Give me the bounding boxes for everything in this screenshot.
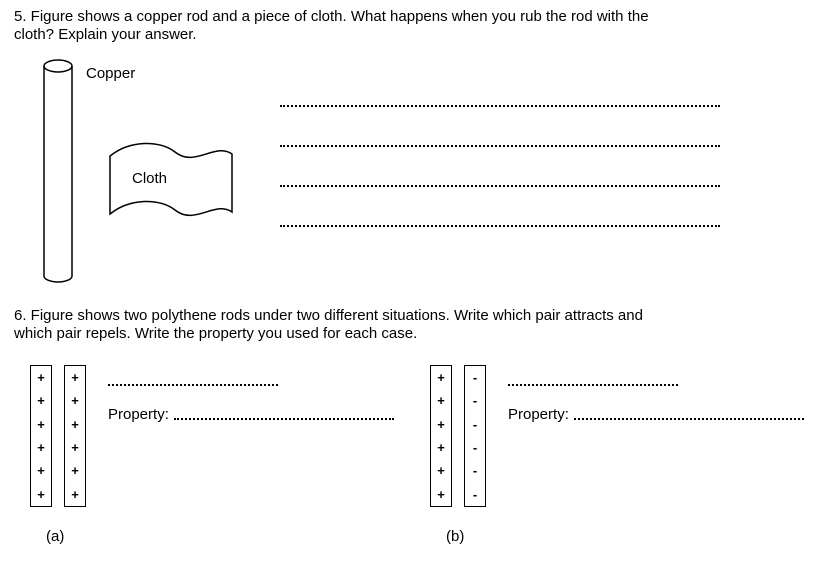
q5-answer-line [280,145,720,147]
q6-prompt-line2: which pair repels. Write the property yo… [14,325,417,342]
worksheet-page: 5. Figure shows a copper rod and a piece… [0,0,832,567]
q6-pair-a-answer-line [108,384,278,386]
q6-pair-b-property-label: Property: [508,406,569,423]
q6-sub-a-label: (a) [46,528,64,545]
plus-charge: + [37,371,45,384]
plus-charge: + [37,394,45,407]
plus-charge: + [71,394,79,407]
minus-charge: - [473,464,477,477]
plus-charge: + [37,488,45,501]
q6-pair-b-rod2: - - - - - - [464,365,486,507]
plus-charge: + [37,418,45,431]
copper-label: Copper [86,65,135,82]
plus-charge: + [71,441,79,454]
q6-pair-b-rod1: + + + + + + [430,365,452,507]
q5-answer-line [280,105,720,107]
q5-answer-line [280,185,720,187]
copper-rod-figure [42,58,74,288]
plus-charge: + [71,418,79,431]
minus-charge: - [473,488,477,501]
cloth-label: Cloth [132,170,167,187]
minus-charge: - [473,371,477,384]
minus-charge: - [473,394,477,407]
plus-charge: + [437,488,445,501]
q6-pair-a-property-line [174,418,394,420]
plus-charge: + [71,464,79,477]
q6-pair-b-property-line [574,418,804,420]
plus-charge: + [437,418,445,431]
q6-sub-b-label: (b) [446,528,464,545]
plus-charge: + [37,441,45,454]
plus-charge: + [71,371,79,384]
q6-pair-a-rod1: + + + + + + [30,365,52,507]
plus-charge: + [71,488,79,501]
q5-answer-line [280,225,720,227]
plus-charge: + [437,394,445,407]
plus-charge: + [437,371,445,384]
q6-pair-a-property-label: Property: [108,406,169,423]
minus-charge: - [473,441,477,454]
plus-charge: + [37,464,45,477]
cloth-figure [100,138,240,233]
q5-prompt-line2: cloth? Explain your answer. [14,26,197,43]
q5-prompt-line1: 5. Figure shows a copper rod and a piece… [14,8,649,25]
minus-charge: - [473,418,477,431]
q6-pair-b-answer-line [508,384,678,386]
q6-prompt-line1: 6. Figure shows two polythene rods under… [14,307,643,324]
plus-charge: + [437,441,445,454]
plus-charge: + [437,464,445,477]
q6-pair-a-rod2: + + + + + + [64,365,86,507]
